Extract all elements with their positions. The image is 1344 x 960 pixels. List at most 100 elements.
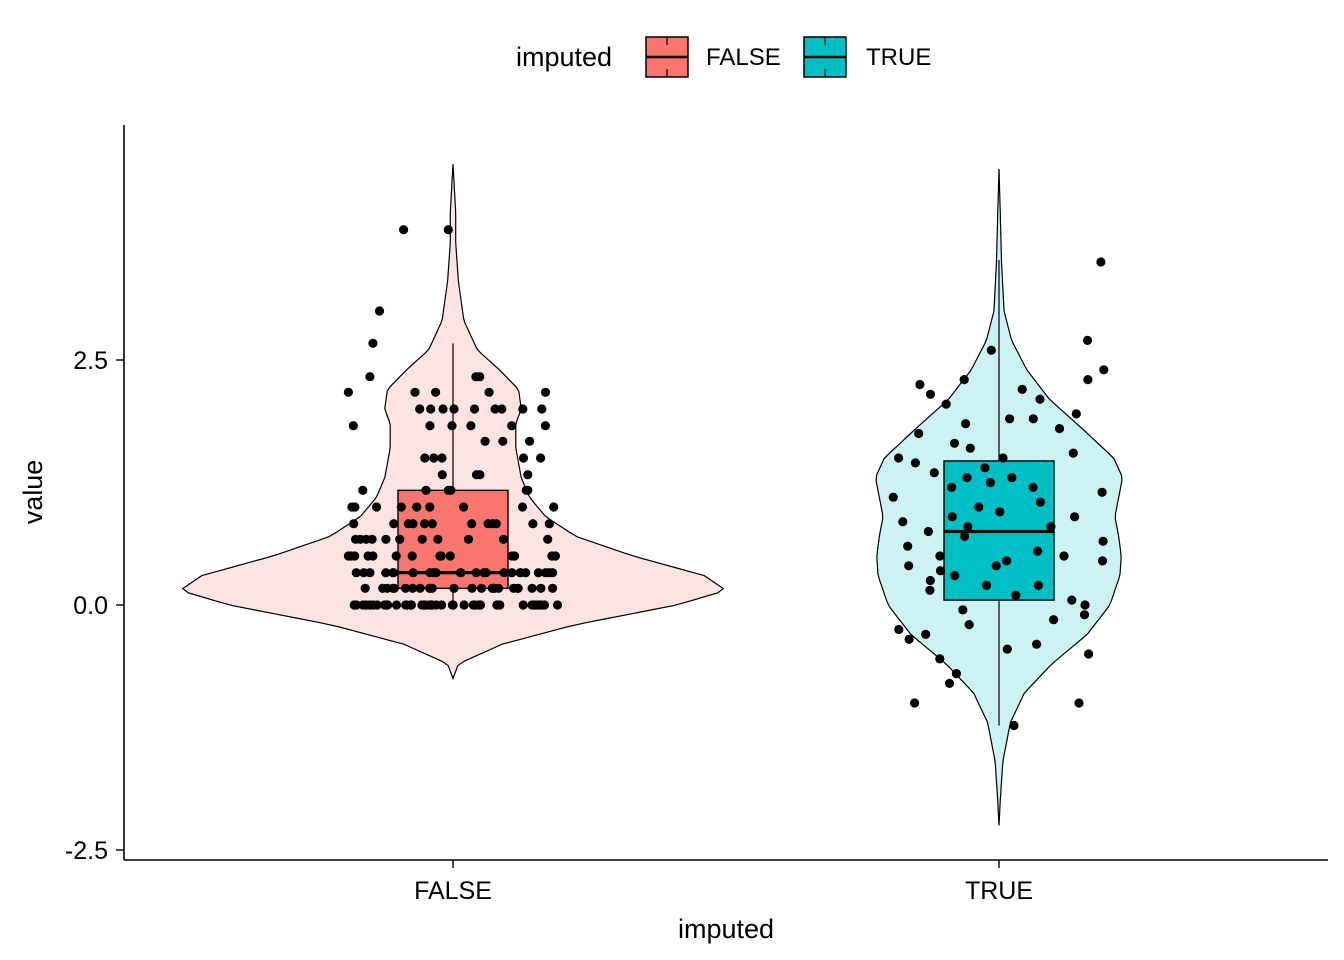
points-true	[888, 257, 1109, 731]
data-point	[391, 551, 401, 561]
data-point	[1059, 551, 1069, 561]
data-point	[431, 387, 441, 397]
data-point	[346, 551, 356, 561]
x-tick-label: TRUE	[965, 877, 1033, 905]
data-point	[1067, 595, 1077, 605]
data-point	[986, 345, 996, 355]
data-point	[437, 470, 447, 480]
data-point	[378, 583, 388, 593]
x-ticks: FALSE TRUE	[414, 860, 1033, 905]
legend-title: imputed	[516, 42, 612, 72]
data-point	[903, 541, 913, 551]
data-point	[944, 678, 955, 689]
data-point	[424, 600, 435, 610]
data-point	[343, 387, 353, 397]
data-point	[528, 519, 538, 529]
data-point	[484, 387, 494, 397]
data-point	[1002, 556, 1012, 566]
data-point	[417, 534, 427, 544]
data-point	[935, 551, 945, 561]
data-point	[949, 438, 960, 448]
y-tick-label: -2.5	[65, 837, 108, 865]
axes: -2.5 0.0 2.5 FALSE TRUE imputed value	[18, 125, 1328, 944]
data-point	[941, 399, 951, 409]
data-point	[447, 600, 457, 610]
data-point	[459, 600, 469, 610]
data-point	[1017, 384, 1027, 394]
data-point	[425, 502, 435, 512]
data-point	[459, 502, 469, 512]
legend: imputed FALSE TRUE	[516, 36, 931, 78]
data-point	[964, 620, 974, 630]
data-point	[420, 453, 430, 463]
data-point	[492, 600, 502, 610]
legend-key-false	[645, 36, 689, 78]
data-point	[981, 580, 992, 591]
data-point	[381, 534, 391, 544]
data-point	[425, 583, 435, 593]
data-point	[483, 519, 493, 529]
data-point	[415, 583, 425, 593]
data-point	[1049, 615, 1059, 625]
data-point	[499, 568, 509, 578]
data-point	[388, 568, 398, 578]
series-true	[875, 168, 1123, 826]
data-point	[540, 387, 551, 397]
data-point	[998, 453, 1008, 463]
data-point	[487, 583, 497, 593]
data-point	[456, 568, 466, 578]
data-point	[1054, 424, 1065, 434]
y-tick-label: 2.5	[73, 347, 108, 375]
data-point	[351, 600, 361, 610]
data-point	[372, 502, 382, 512]
data-point	[539, 600, 550, 610]
data-point	[898, 517, 908, 527]
data-point	[445, 551, 455, 561]
data-point	[1096, 257, 1106, 267]
data-point	[467, 583, 477, 593]
data-point	[1082, 335, 1093, 345]
data-point	[367, 534, 377, 544]
data-point	[389, 519, 399, 529]
data-point	[935, 654, 945, 664]
data-point	[527, 583, 537, 593]
data-point	[1028, 414, 1038, 424]
data-point	[533, 600, 543, 610]
data-point	[1098, 536, 1108, 546]
data-point	[547, 551, 557, 561]
data-point	[1028, 482, 1038, 492]
data-point	[950, 571, 960, 581]
data-point	[533, 568, 544, 578]
data-point	[935, 566, 946, 576]
data-point	[351, 568, 361, 578]
data-point	[980, 463, 990, 473]
data-point	[408, 519, 418, 529]
data-point	[1033, 580, 1043, 591]
data-point	[947, 512, 957, 522]
data-point	[437, 453, 447, 463]
data-point	[443, 225, 453, 235]
data-point	[374, 306, 385, 316]
data-point	[1097, 556, 1108, 566]
data-point	[985, 477, 996, 488]
data-point	[552, 600, 563, 610]
data-point	[437, 600, 447, 610]
data-point	[407, 551, 417, 561]
data-point	[1035, 394, 1045, 404]
data-point	[431, 568, 441, 578]
data-point	[951, 669, 962, 679]
data-point	[925, 389, 936, 399]
data-point	[479, 568, 489, 578]
data-point	[544, 519, 554, 529]
data-point	[396, 502, 406, 512]
data-point	[497, 404, 507, 414]
data-point	[540, 421, 551, 431]
data-point	[469, 404, 480, 414]
plot-area	[181, 163, 1123, 826]
legend-key-true	[803, 36, 847, 78]
data-point	[914, 428, 924, 439]
data-point	[391, 600, 402, 610]
data-point	[509, 551, 520, 561]
data-point	[466, 421, 476, 431]
